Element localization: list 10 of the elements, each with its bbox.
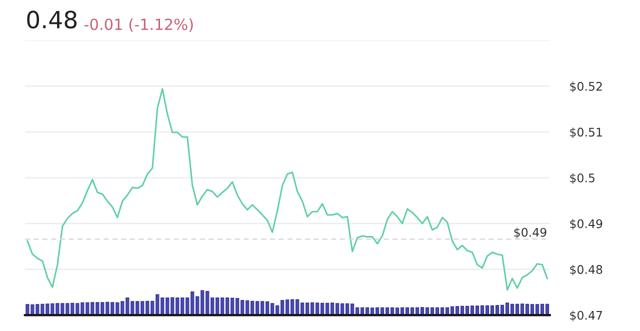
line-series — [26, 88, 548, 291]
chart-subtitle: -0.01 (-1.12%) — [84, 18, 193, 32]
ref-line-label: $0.49 — [514, 228, 546, 238]
y-tick-label: $0.51 — [570, 127, 602, 138]
y-tick-label: $0.5 — [570, 173, 594, 184]
chart-title: 0.48 — [27, 10, 77, 29]
y-tick-label: $0.52 — [570, 82, 602, 92]
y-tick-label: $0.48 — [570, 264, 602, 276]
y-tick-label: $0.47 — [570, 310, 602, 322]
y-tick-label: $0.49 — [570, 219, 602, 230]
